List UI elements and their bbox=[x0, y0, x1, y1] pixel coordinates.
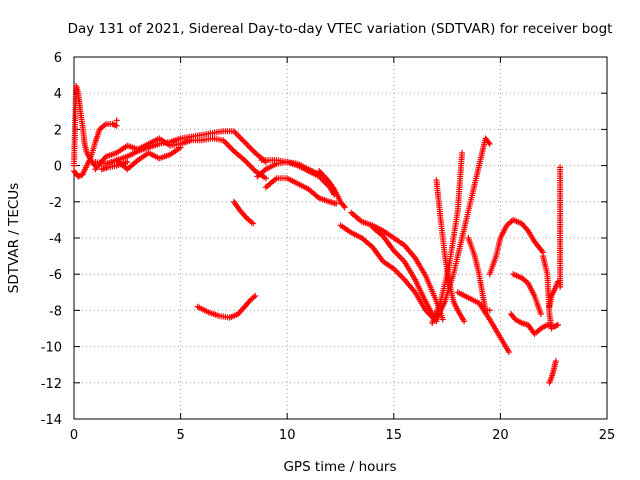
y-tick-label: -10 bbox=[41, 341, 62, 356]
series-arc-i bbox=[194, 292, 259, 321]
y-tick-label: -14 bbox=[41, 413, 62, 428]
series-arc-g bbox=[113, 117, 120, 124]
data-point bbox=[429, 311, 436, 318]
data-point bbox=[557, 283, 564, 290]
points-layer bbox=[71, 82, 564, 386]
series-arc-h bbox=[230, 198, 257, 227]
ticks-layer: 0 5 10 15 20 25 -14 -12 -10 -8 -6 -4 -2 0 2 4 6 bbox=[41, 51, 616, 443]
series-arc-r bbox=[433, 135, 493, 323]
y-tick-label: -4 bbox=[49, 232, 62, 247]
x-tick-label: 20 bbox=[492, 428, 509, 443]
y-tick-label: 0 bbox=[54, 160, 62, 175]
x-tick-label: 10 bbox=[279, 428, 296, 443]
series-arc-l bbox=[262, 175, 340, 207]
series-arc-zb bbox=[557, 164, 564, 290]
data-point bbox=[341, 204, 348, 211]
data-point bbox=[486, 307, 493, 314]
series-arc-k bbox=[258, 157, 323, 178]
x-tick-label: 25 bbox=[599, 428, 616, 443]
data-point bbox=[113, 122, 120, 129]
y-tick-label: -12 bbox=[41, 377, 62, 392]
x-axis-label: GPS time / hours bbox=[283, 459, 396, 475]
data-point bbox=[459, 149, 466, 156]
series-arc-a bbox=[71, 82, 99, 169]
series-arc-z bbox=[546, 358, 559, 386]
grid-layer bbox=[74, 57, 607, 419]
data-point bbox=[110, 121, 117, 128]
series-arc-s bbox=[433, 177, 468, 325]
y-tick-label: 4 bbox=[54, 87, 62, 102]
series-arc-e bbox=[113, 144, 184, 173]
series-arc-f bbox=[98, 158, 131, 173]
data-point bbox=[548, 325, 555, 332]
x-tick-label: 5 bbox=[176, 428, 184, 443]
series-arc-v bbox=[486, 216, 547, 278]
data-point bbox=[552, 358, 559, 365]
data-point bbox=[112, 122, 119, 129]
series-arc-x bbox=[510, 271, 544, 318]
y-tick-label: -2 bbox=[49, 196, 62, 211]
y-tick-label: 2 bbox=[54, 123, 62, 138]
data-point bbox=[461, 318, 468, 325]
series-arc-m bbox=[316, 168, 348, 211]
series-arc-q bbox=[429, 149, 466, 327]
plot-frame bbox=[73, 56, 608, 420]
x-tick-label: 15 bbox=[386, 428, 403, 443]
series-arc-o bbox=[348, 209, 446, 323]
series-arc-b bbox=[71, 120, 120, 180]
data-point bbox=[252, 292, 259, 299]
chart-title: Day 131 of 2021, Sidereal Day-to-day VTE… bbox=[68, 21, 613, 37]
y-tick-label: -8 bbox=[49, 304, 62, 319]
y-axis-label: SDTVAR / TECUs bbox=[6, 183, 22, 293]
data-point bbox=[250, 220, 257, 227]
data-point bbox=[485, 139, 492, 146]
data-point bbox=[537, 311, 544, 318]
data-point bbox=[554, 321, 561, 328]
data-point bbox=[340, 202, 347, 209]
data-point bbox=[505, 349, 512, 356]
y-tick-label: 6 bbox=[54, 51, 62, 66]
data-point bbox=[262, 175, 269, 182]
series-arc-p bbox=[369, 224, 436, 318]
y-tick-label: -6 bbox=[49, 268, 62, 283]
data-point bbox=[486, 140, 493, 147]
data-point bbox=[113, 117, 120, 124]
data-point bbox=[333, 200, 340, 207]
data-point bbox=[124, 158, 131, 165]
data-point bbox=[177, 144, 184, 151]
data-point bbox=[553, 322, 560, 329]
x-tick-label: 0 bbox=[70, 428, 78, 443]
series-arc-u bbox=[465, 235, 493, 314]
data-point bbox=[439, 316, 446, 323]
